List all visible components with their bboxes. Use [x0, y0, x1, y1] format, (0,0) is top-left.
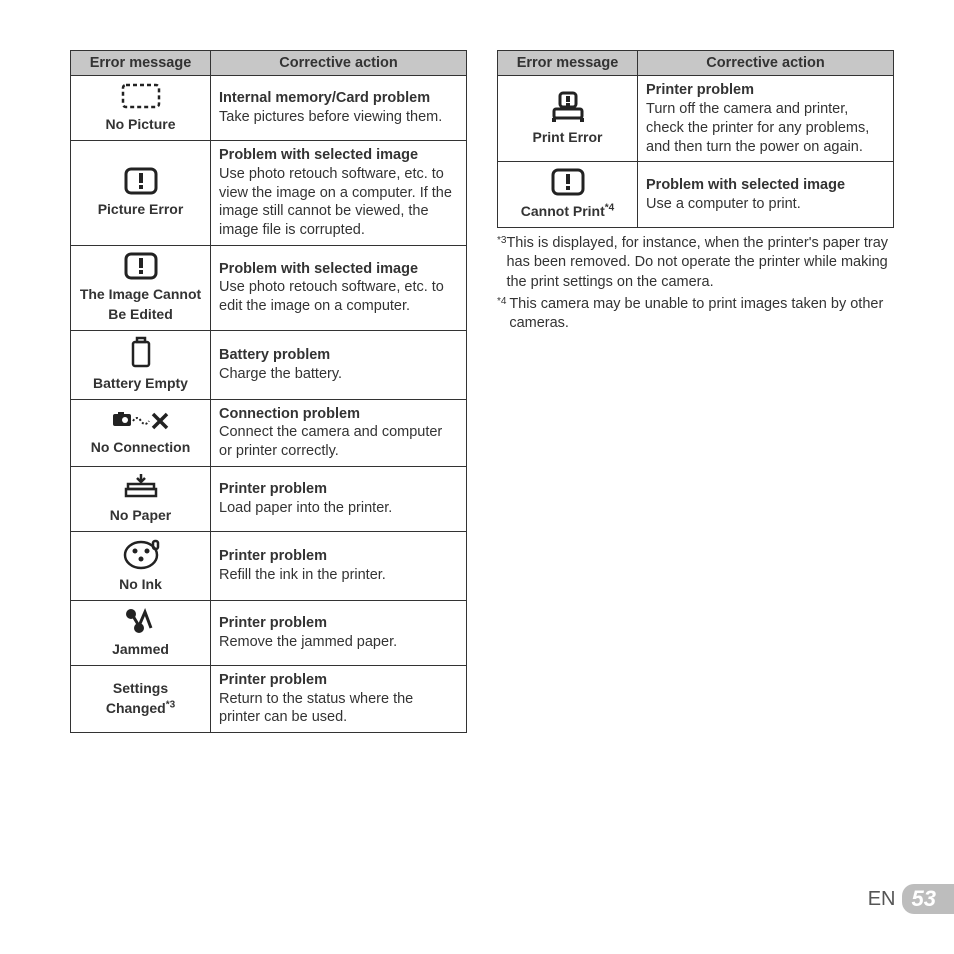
action-body: Remove the jammed paper.	[219, 634, 397, 650]
action-body: Refill the ink in the printer.	[219, 567, 386, 583]
action-title: Battery problem	[219, 347, 330, 363]
error-label: Picture Error	[98, 201, 184, 217]
corrective-action-cell: Battery problem Charge the battery.	[211, 330, 467, 399]
corrective-action-cell: Printer problem Remove the jammed paper.	[211, 600, 467, 665]
error-message-cell: The Image Cannot Be Edited	[71, 246, 211, 331]
error-message-cell: Settings Changed*3	[71, 665, 211, 733]
corrective-action-cell: Printer problem Refill the ink in the pri…	[211, 531, 467, 600]
no-paper-icon	[122, 472, 160, 502]
footnote: *4This camera may be unable to print ima…	[497, 295, 894, 334]
footnote-ref: *4	[605, 202, 614, 213]
error-label: No Connection	[91, 439, 191, 455]
col-header-error: Error message	[71, 51, 211, 76]
action-body: Turn off the camera and printer, check t…	[646, 101, 869, 155]
error-message-cell: Print Error	[498, 76, 638, 162]
footnote-text: This camera may be unable to print image…	[509, 295, 894, 334]
page-number: 53	[902, 884, 954, 914]
action-title: Printer problem	[219, 615, 327, 631]
error-label: No Ink	[119, 576, 162, 592]
error-label: Jammed	[112, 641, 169, 657]
corrective-action-cell: Printer problem Turn off the camera and p…	[638, 76, 894, 162]
error-label: Settings Changed*3	[106, 680, 175, 717]
error-label: No Picture	[105, 116, 175, 132]
error-table-right: Error message Corrective action Print Er…	[497, 50, 894, 228]
warn-icon	[122, 166, 160, 196]
action-title: Printer problem	[219, 548, 327, 564]
error-message-cell: No Connection	[71, 399, 211, 467]
jammed-icon	[121, 606, 161, 636]
error-message-cell: No Paper	[71, 467, 211, 532]
action-body: Use a computer to print.	[646, 196, 801, 212]
error-table-left: Error message Corrective action No Pictu…	[70, 50, 467, 733]
col-header-error: Error message	[498, 51, 638, 76]
action-body: Take pictures before viewing them.	[219, 109, 442, 125]
table-row: No Paper Printer problem Load paper into t…	[71, 467, 467, 532]
table-row: Print Error Printer problem Turn off the c…	[498, 76, 894, 162]
warn-icon	[549, 167, 587, 197]
error-label: Battery Empty	[93, 375, 188, 391]
no-connection-icon	[111, 408, 171, 434]
corrective-action-cell: Connection problem Connect the camera and…	[211, 399, 467, 467]
error-message-cell: Picture Error	[71, 140, 211, 245]
action-body: Connect the camera and computer or print…	[219, 424, 442, 459]
footnote-mark: *4	[497, 295, 509, 334]
right-column: Error message Corrective action Print Er…	[497, 50, 894, 733]
table-row: The Image Cannot Be Edited Problem with s…	[71, 246, 467, 331]
action-title: Problem with selected image	[219, 261, 418, 277]
footnote: *3This is displayed, for instance, when …	[497, 234, 894, 293]
action-title: Printer problem	[219, 481, 327, 497]
corrective-action-cell: Problem with selected image Use photo ret…	[211, 246, 467, 331]
table-row: Cannot Print*4 Problem with selected imag…	[498, 162, 894, 228]
action-title: Internal memory/Card problem	[219, 90, 430, 106]
error-message-cell: Battery Empty	[71, 330, 211, 399]
table-row: No Picture Internal memory/Card problem Ta…	[71, 76, 467, 141]
col-header-action: Corrective action	[211, 51, 467, 76]
col-header-action: Corrective action	[638, 51, 894, 76]
table-row: Jammed Printer problem Remove the jammed p…	[71, 600, 467, 665]
table-row: No Connection Connection problem Connect t…	[71, 399, 467, 467]
corrective-action-cell: Printer problem Return to the status wher…	[211, 665, 467, 733]
corrective-action-cell: Problem with selected image Use photo ret…	[211, 140, 467, 245]
footnotes: *3This is displayed, for instance, when …	[497, 234, 894, 334]
corrective-action-cell: Printer problem Load paper into the print…	[211, 467, 467, 532]
table-row: Picture Error Problem with selected image…	[71, 140, 467, 245]
action-body: Charge the battery.	[219, 366, 342, 382]
action-body: Load paper into the printer.	[219, 500, 392, 516]
action-title: Problem with selected image	[646, 177, 845, 193]
action-body: Use photo retouch software, etc. to view…	[219, 166, 452, 239]
error-label: Cannot Print*4	[521, 203, 614, 219]
left-tbody: No Picture Internal memory/Card problem Ta…	[71, 76, 467, 733]
error-message-cell: No Picture	[71, 76, 211, 141]
battery-icon	[129, 336, 153, 370]
no-picture-icon	[119, 81, 163, 111]
print-error-icon	[548, 90, 588, 124]
page-content: Error message Corrective action No Pictu…	[0, 0, 954, 733]
right-tbody: Print Error Printer problem Turn off the c…	[498, 76, 894, 228]
left-column: Error message Corrective action No Pictu…	[70, 50, 467, 733]
table-row: Battery Empty Battery problem Charge the b…	[71, 330, 467, 399]
table-row: No Ink Printer problem Refill the ink in t…	[71, 531, 467, 600]
no-ink-icon	[121, 537, 161, 571]
footnote-text: This is displayed, for instance, when th…	[506, 234, 894, 293]
footnote-ref: *3	[166, 700, 175, 711]
action-title: Problem with selected image	[219, 147, 418, 163]
action-title: Printer problem	[646, 82, 754, 98]
action-body: Use photo retouch software, etc. to edit…	[219, 279, 444, 314]
error-message-cell: Cannot Print*4	[498, 162, 638, 228]
action-body: Return to the status where the printer c…	[219, 691, 413, 726]
corrective-action-cell: Internal memory/Card problem Take picture…	[211, 76, 467, 141]
error-label: No Paper	[110, 507, 171, 523]
lang-label: EN	[868, 888, 896, 911]
error-label: The Image Cannot Be Edited	[80, 286, 201, 322]
action-title: Printer problem	[219, 672, 327, 688]
error-label: Print Error	[532, 129, 602, 145]
warn-icon	[122, 251, 160, 281]
table-row: Settings Changed*3 Printer problem Return …	[71, 665, 467, 733]
corrective-action-cell: Problem with selected image Use a compute…	[638, 162, 894, 228]
error-message-cell: No Ink	[71, 531, 211, 600]
page-footer: EN 53	[868, 884, 954, 914]
action-title: Connection problem	[219, 406, 360, 422]
footnote-mark: *3	[497, 234, 506, 293]
error-message-cell: Jammed	[71, 600, 211, 665]
